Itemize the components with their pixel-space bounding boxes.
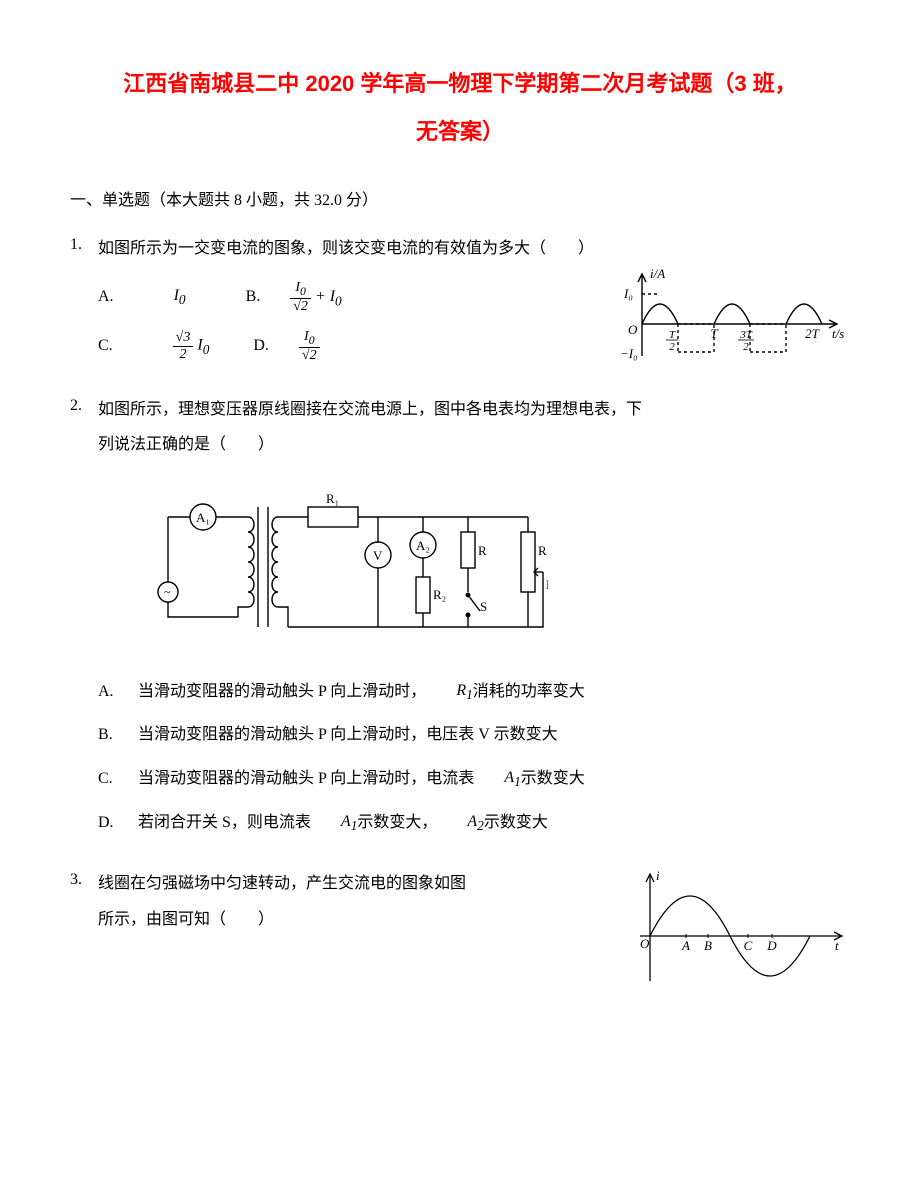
svg-text:3T: 3T — [739, 329, 753, 341]
svg-text:I₀: I₀ — [623, 286, 633, 301]
svg-text:T: T — [669, 329, 676, 341]
question-1: 1. 如图所示为一交变电流的图象，则该交变电流的有效值为多大（ ） A. I0 … — [70, 231, 850, 378]
q2-optD-tail: 示数变大 — [484, 809, 548, 838]
q2-optD-mid: 示数变大， — [357, 809, 437, 838]
q2-optA-tail: 消耗的功率变大 — [473, 678, 585, 707]
svg-text:R₂: R₂ — [433, 587, 446, 602]
section-header: 一、单选题（本大题共 8 小题，共 32.0 分） — [70, 187, 850, 216]
svg-text:~: ~ — [164, 585, 171, 599]
svg-text:2: 2 — [743, 341, 749, 353]
svg-text:A₂: A₂ — [416, 538, 430, 553]
svg-text:t/s: t/s — [832, 326, 844, 341]
q1-optA-label: A. — [98, 283, 114, 312]
q2-stem-b: 列说法正确的是（ ） — [98, 427, 850, 462]
svg-text:P: P — [546, 577, 548, 592]
svg-text:O: O — [640, 936, 650, 951]
q2-optC-text: 当滑动变阻器的滑动触头 P 向上滑动时，电流表 — [138, 765, 474, 794]
svg-text:D: D — [766, 938, 777, 953]
svg-text:−I₀: −I₀ — [620, 346, 638, 361]
svg-text:2: 2 — [669, 341, 675, 353]
q2-optB-text: 当滑动变阻器的滑动触头 P 向上滑动时，电压表 V 示数变大 — [138, 721, 558, 750]
q3-graph: i O t A B C D — [630, 866, 850, 996]
q2-number: 2. — [70, 392, 98, 421]
q2-optA-text: 当滑动变阻器的滑动触头 P 向上滑动时， — [138, 678, 426, 707]
q1-optC-text: √32 I0 — [173, 330, 210, 362]
svg-text:B: B — [704, 938, 712, 953]
svg-text:R: R — [478, 543, 487, 558]
page-title: 江西省南城县二中 2020 学年高一物理下学期第二次月考试题（3 班， 无答案） — [70, 60, 850, 157]
q1-optB-label: B. — [246, 283, 261, 312]
svg-text:R₁: R₁ — [326, 491, 339, 506]
title-line2: 无答案） — [70, 108, 850, 156]
q1-optD-text: I0√2 — [299, 329, 320, 364]
svg-text:i/A: i/A — [650, 266, 665, 281]
title-line1: 江西省南城县二中 2020 学年高一物理下学期第二次月考试题（3 班， — [70, 60, 850, 108]
q3-stem-b: 所示，由图可知（ ） — [98, 902, 610, 937]
q1-stem: 如图所示为一交变电流的图象，则该交变电流的有效值为多大（ ） — [98, 231, 850, 266]
q2-optD-text: 若闭合开关 S，则电流表 — [138, 809, 311, 838]
svg-text:A: A — [681, 938, 690, 953]
q1-options-row1: A. I0 B. I0√2 + I0 — [98, 280, 600, 315]
q1-optD-label: D. — [253, 332, 269, 361]
svg-text:2T: 2T — [805, 326, 820, 341]
svg-text:O: O — [628, 322, 638, 337]
q1-optA-text: I0 — [174, 282, 186, 312]
q2-optA: A. 当滑动变阻器的滑动触头 P 向上滑动时， R1 消耗的功率变大 — [98, 677, 850, 707]
svg-text:S: S — [480, 599, 487, 614]
svg-text:T: T — [710, 326, 718, 341]
q2-optB: B. 当滑动变阻器的滑动触头 P 向上滑动时，电压表 V 示数变大 — [98, 721, 850, 750]
q1-optC-label: C. — [98, 332, 113, 361]
svg-text:i: i — [656, 868, 660, 883]
q3-number: 3. — [70, 866, 98, 895]
svg-text:A₁: A₁ — [196, 510, 210, 525]
svg-text:V: V — [373, 548, 383, 563]
q1-graph: i/A I₀ O −I₀ t/s T 2 T 3T 2 2T — [620, 266, 850, 371]
q2-optD: D. 若闭合开关 S，则电流表 A1 示数变大， A2 示数变大 — [98, 808, 850, 838]
q1-options-row2: C. √32 I0 D. I0√2 — [98, 329, 600, 364]
question-2: 2. 如图所示，理想变压器原线圈接在交流电源上，图中各电表均为理想电表，下 列说… — [70, 392, 850, 853]
q2-circuit: ~ — [128, 477, 850, 657]
q2-stem-a: 如图所示，理想变压器原线圈接在交流电源上，图中各电表均为理想电表，下 — [98, 392, 850, 427]
svg-text:C: C — [744, 938, 753, 953]
svg-text:R: R — [538, 543, 547, 558]
q1-number: 1. — [70, 231, 98, 260]
q3-stem-a: 线圈在匀强磁场中匀速转动，产生交流电的图象如图 — [98, 866, 610, 901]
q1-optB-text: I0√2 + I0 — [290, 280, 341, 315]
svg-text:t: t — [835, 938, 839, 953]
q2-optC: C. 当滑动变阻器的滑动触头 P 向上滑动时，电流表 A1 示数变大 — [98, 764, 850, 794]
q2-optC-tail: 示数变大 — [521, 765, 585, 794]
question-3: 3. 线圈在匀强磁场中匀速转动，产生交流电的图象如图 所示，由图可知（ ） — [70, 866, 850, 996]
